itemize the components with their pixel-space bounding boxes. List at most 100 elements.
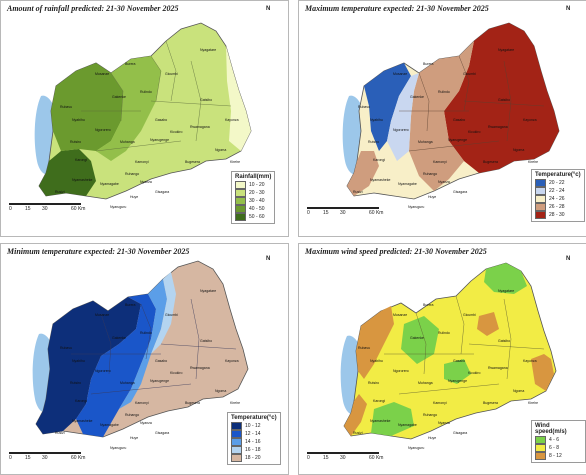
legend-title: Wind speed(m/s) (535, 423, 567, 435)
legend-label: 50 - 60 (249, 214, 265, 220)
district-label: Kirehe (230, 401, 241, 405)
district-label: Ngoma (215, 389, 227, 393)
legend-item: 20 - 22 (535, 179, 581, 187)
district-label: Gatsibo (498, 98, 511, 102)
district-label: Karongi (373, 399, 386, 403)
legend-swatch (535, 187, 546, 195)
district-label: Nyabihu (370, 118, 383, 122)
district-label: Nyagatare (200, 48, 217, 52)
wind-speed-map (340, 262, 557, 440)
district-label: Burera (125, 303, 136, 307)
legend-label: 10 - 20 (249, 182, 265, 188)
district-label: Nyabihu (72, 359, 85, 363)
district-label: Gicumbi (463, 313, 476, 317)
legend-item: 24 - 26 (535, 195, 581, 203)
wind-speed-legend: Wind speed(m/s) 4 - 6 6 - 8 8 - 12 (531, 420, 586, 463)
district-label: Rubavu (60, 105, 73, 109)
district-label: Ruhango (125, 172, 140, 176)
district-label: Nyabihu (370, 359, 383, 363)
district-label: Kayonza (225, 118, 239, 122)
district-label: Gakenke (112, 336, 127, 340)
district-label: Nyanza (438, 180, 450, 184)
legend-label: 6 - 8 (549, 445, 560, 451)
zone-8-12-west (356, 306, 394, 379)
scale-bar: 0 15 30 60 Km (9, 203, 89, 215)
legend-item: 8 - 12 (535, 452, 582, 460)
district-label: Gatsibo (200, 98, 213, 102)
legend-label: 40 - 50 (249, 206, 265, 212)
district-label: Nyanza (438, 421, 450, 425)
district-label: Kamonyi (433, 401, 447, 405)
district-label: Kayonza (523, 118, 537, 122)
legend-item: 50 - 60 (235, 213, 271, 221)
district-label: Gakenke (112, 95, 127, 99)
district-label: Kicukiro (468, 371, 481, 375)
legend-label: 12 - 14 (245, 431, 261, 437)
district-label: Nyarugenge (150, 138, 170, 142)
district-label: Nyamagabe (398, 182, 417, 186)
north-arrow-icon: N (566, 6, 571, 12)
district-label: Gisagara (453, 431, 468, 435)
legend-swatch (235, 189, 246, 197)
district-label: Ngororero (393, 128, 409, 132)
legend-label: 26 - 28 (549, 204, 565, 210)
district-label: Rusizi (353, 431, 363, 435)
district-label: Nyamasheke (72, 419, 93, 423)
district-label: Gicumbi (463, 72, 476, 76)
legend-item: 20 - 30 (235, 189, 271, 197)
district-label: Huye (428, 436, 437, 440)
district-label: Rusizi (353, 190, 363, 194)
legend-swatch (535, 436, 546, 444)
district-label: Ngoma (513, 389, 525, 393)
district-label: Gisagara (155, 190, 170, 194)
legend-item: 12 - 14 (231, 430, 277, 438)
district-label: Gasabo (155, 359, 168, 363)
zone-40-50 (51, 63, 123, 151)
district-label: Nyamasheke (370, 178, 391, 182)
wind-speed-map-panel: Maximum wind speed predicted: 21-30 Nove… (298, 243, 586, 475)
legend-swatch (235, 197, 246, 205)
district-label: Muhanga (120, 140, 135, 144)
district-label: Rutsiro (368, 140, 380, 144)
legend-label: 30 - 40 (249, 198, 265, 204)
legend-item: 6 - 8 (535, 444, 582, 452)
legend-label: 20 - 30 (249, 190, 265, 196)
district-label: Ngoma (215, 148, 227, 152)
rainfall-map (34, 22, 252, 200)
district-label: Gasabo (453, 359, 466, 363)
legend-swatch (535, 211, 546, 219)
legend-label: 20 - 22 (549, 180, 565, 186)
district-label: Kayonza (523, 359, 537, 363)
legend-item: 26 - 28 (535, 203, 581, 211)
legend-label: 8 - 12 (549, 453, 562, 459)
district-label: Bugesera (185, 160, 200, 164)
district-label: Rusizi (55, 431, 65, 435)
district-label: Ngoma (513, 148, 525, 152)
max-temperature-map-panel: Maximum temperature expected: 21-30 Nove… (298, 0, 586, 237)
district-label: Ruhango (423, 172, 438, 176)
legend-item: 4 - 6 (535, 436, 582, 444)
district-label: Burera (423, 62, 434, 66)
district-label: Nyarugenge (448, 138, 468, 142)
district-label: Kirehe (528, 401, 539, 405)
max-temperature-map (342, 22, 560, 200)
district-label: Rwamagana (488, 125, 508, 129)
district-label: Kicukiro (170, 130, 183, 134)
district-label: Nyamasheke (72, 178, 93, 182)
north-arrow-icon: N (566, 256, 571, 262)
district-label: Nyarugenge (150, 379, 170, 383)
district-label: Nyaruguru (110, 446, 127, 450)
district-label: Kicukiro (170, 371, 183, 375)
zone-4-6-south (371, 402, 414, 436)
district-label: Musanze (95, 313, 110, 317)
district-label: Rulindo (438, 331, 450, 335)
legend-label: 24 - 26 (549, 196, 565, 202)
zone-8-12-east (531, 354, 554, 391)
legend-swatch (231, 430, 242, 438)
district-label: Musanze (393, 313, 408, 317)
district-label: Karongi (75, 158, 88, 162)
district-label: Huye (130, 436, 139, 440)
district-label: Nyaruguru (110, 205, 127, 209)
district-label: Karongi (373, 158, 386, 162)
zone-4-6-north (484, 263, 527, 294)
